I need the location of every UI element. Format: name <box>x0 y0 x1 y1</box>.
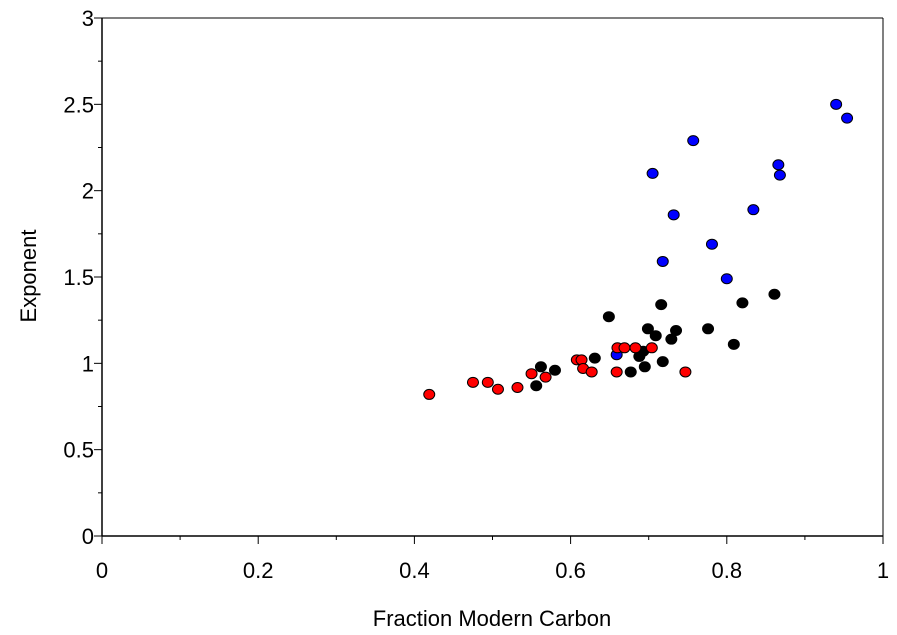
y-tick-label: 3 <box>82 6 94 31</box>
data-point <box>638 361 651 373</box>
data-point <box>841 112 854 124</box>
y-tick-label: 0 <box>82 524 94 549</box>
y-axis: 0 0.5 1 1.5 2 2.5 3 <box>63 6 103 549</box>
data-point <box>602 311 615 323</box>
data-point <box>655 299 668 311</box>
data-point <box>645 342 658 354</box>
data-point <box>736 297 749 309</box>
data-point <box>670 325 683 337</box>
data-point <box>481 376 494 388</box>
data-point <box>656 255 669 267</box>
data-point <box>548 364 561 376</box>
data-point <box>727 338 740 350</box>
data-points <box>423 98 854 400</box>
data-point <box>618 342 631 354</box>
data-point <box>667 209 680 221</box>
data-point <box>624 366 637 378</box>
data-point <box>665 333 678 345</box>
data-point <box>466 376 479 388</box>
data-point <box>530 380 543 392</box>
data-point <box>423 388 436 400</box>
data-point <box>720 273 733 285</box>
data-point <box>649 330 662 342</box>
data-point <box>768 288 781 300</box>
data-point <box>656 356 669 368</box>
x-tick-label: 0.2 <box>243 558 274 583</box>
data-point <box>646 167 659 179</box>
data-point <box>773 169 786 181</box>
y-tick-label: 1.5 <box>63 265 94 290</box>
data-point <box>525 368 538 380</box>
data-point <box>679 366 692 378</box>
x-tick-label: 0.8 <box>712 558 743 583</box>
x-axis: 0 0.2 0.4 0.6 0.8 1 <box>96 535 889 583</box>
data-point <box>772 159 785 171</box>
data-point <box>629 342 642 354</box>
x-tick-label: 1 <box>877 558 889 583</box>
y-tick-label: 0.5 <box>63 438 94 463</box>
y-tick-label: 2.5 <box>63 92 94 117</box>
x-tick-label: 0.4 <box>399 558 430 583</box>
data-point <box>705 238 718 250</box>
plot-frame <box>102 17 884 536</box>
data-point <box>702 323 715 335</box>
data-point <box>588 352 601 364</box>
data-point <box>585 366 598 378</box>
data-point <box>687 135 700 147</box>
data-point <box>539 371 552 383</box>
data-point <box>511 382 524 394</box>
data-point <box>747 204 760 216</box>
data-point <box>491 383 504 395</box>
data-point <box>641 323 654 335</box>
data-point <box>830 98 843 110</box>
y-tick-label: 1 <box>82 351 94 376</box>
x-axis-title: Fraction Modern Carbon <box>373 606 611 631</box>
x-tick-label: 0 <box>96 558 108 583</box>
y-axis-title: Exponent <box>16 230 41 323</box>
y-tick-label: 2 <box>82 179 94 204</box>
data-point <box>534 361 547 373</box>
x-tick-label: 0.6 <box>555 558 586 583</box>
data-point <box>610 366 623 378</box>
